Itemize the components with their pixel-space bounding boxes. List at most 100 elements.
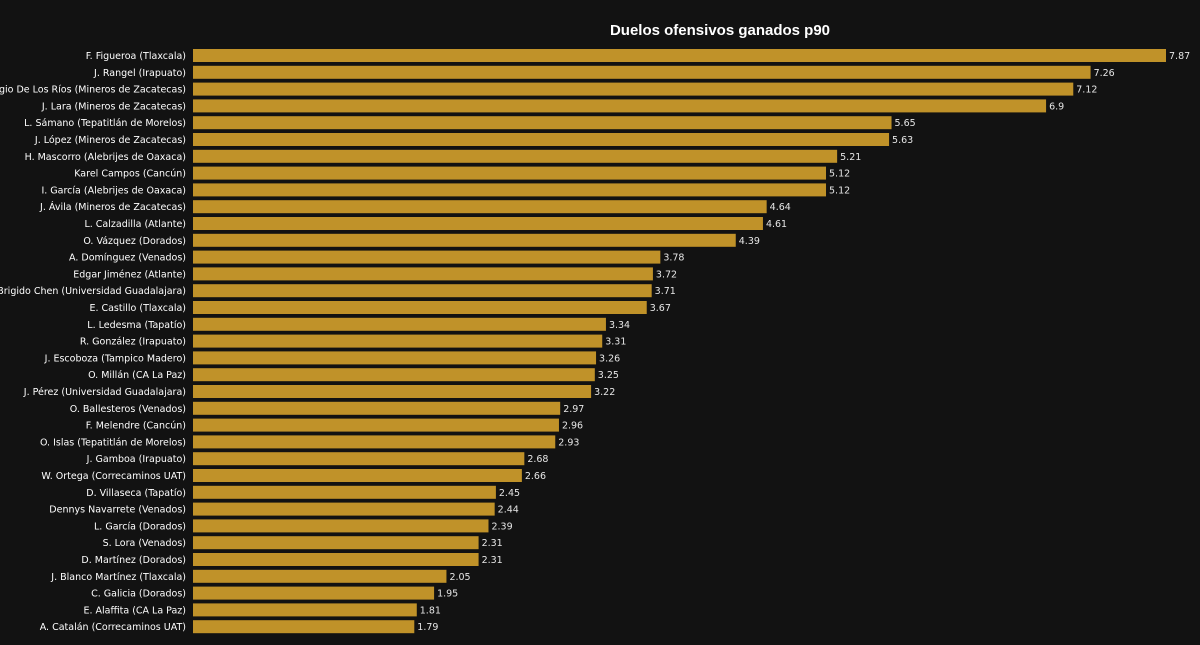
category-label: F. Melendre (Cancún) xyxy=(86,421,186,432)
bar xyxy=(193,149,838,163)
category-label: O. Millán (CA La Paz) xyxy=(88,370,186,381)
bar xyxy=(193,233,736,247)
category-label: H. Mascorro (Alebrijes de Oaxaca) xyxy=(25,152,186,163)
value-label: 3.78 xyxy=(663,253,684,264)
bar xyxy=(193,536,479,550)
bar xyxy=(193,553,479,566)
bar xyxy=(193,586,435,600)
category-label: J. Blanco Martínez (Tlaxcala) xyxy=(50,572,186,583)
value-label: 3.71 xyxy=(655,286,676,297)
value-label: 3.34 xyxy=(609,320,630,331)
bar xyxy=(193,317,606,331)
category-label: J. Ávila (Mineros de Zacatecas) xyxy=(39,201,186,213)
value-label: 7.12 xyxy=(1076,85,1097,96)
bar xyxy=(193,401,561,415)
bar xyxy=(193,435,556,449)
bar xyxy=(193,519,489,533)
value-label: 5.65 xyxy=(895,118,916,129)
bar xyxy=(193,217,763,230)
bar xyxy=(193,452,525,466)
value-label: 3.26 xyxy=(599,353,620,364)
bar xyxy=(193,485,496,499)
value-label: 2.44 xyxy=(498,505,519,516)
category-label: L. Sámano (Tepatitlán de Morelos) xyxy=(24,118,186,129)
value-label: 6.9 xyxy=(1049,101,1064,112)
category-label: A. Catalán (Correcaminos UAT) xyxy=(40,622,186,633)
category-label: W. Ortega (Correcaminos UAT) xyxy=(41,471,186,482)
value-label: 2.45 xyxy=(499,488,520,499)
value-label: 2.97 xyxy=(563,404,584,415)
value-label: 2.93 xyxy=(558,437,579,448)
category-label: Edgar Jiménez (Atlante) xyxy=(73,269,186,280)
value-label: 7.87 xyxy=(1169,51,1190,62)
bar xyxy=(193,82,1074,96)
category-label: L. Ledesma (Tapatío) xyxy=(87,320,186,331)
value-label: 1.81 xyxy=(420,605,441,616)
bar xyxy=(193,620,415,634)
category-label: O. Vázquez (Dorados) xyxy=(83,236,186,247)
bar xyxy=(193,183,827,197)
value-label: 2.68 xyxy=(527,454,548,465)
category-label: L. Calzadilla (Atlante) xyxy=(84,219,186,230)
bar xyxy=(193,99,1047,113)
value-label: 1.95 xyxy=(437,589,458,600)
bar xyxy=(193,418,559,432)
category-label: O. Islas (Tepatitlán de Morelos) xyxy=(40,437,186,448)
category-label: O. Ballesteros (Venados) xyxy=(70,404,186,415)
bar xyxy=(193,166,827,180)
category-label: E. Castillo (Tlaxcala) xyxy=(89,303,186,314)
value-label: 4.39 xyxy=(739,236,760,247)
bar xyxy=(193,200,767,214)
bar xyxy=(193,569,447,583)
category-label: J. López (Mineros de Zacatecas) xyxy=(34,135,186,146)
value-label: 2.96 xyxy=(562,421,583,432)
value-label: 3.72 xyxy=(656,269,677,280)
value-label: 5.12 xyxy=(829,185,850,196)
value-label: 2.39 xyxy=(491,521,512,532)
category-label: R. González (Irapuato) xyxy=(80,337,186,348)
category-label: E. Alaffita (CA La Paz) xyxy=(83,605,186,616)
value-label: 2.05 xyxy=(449,572,470,583)
value-label: 1.79 xyxy=(417,622,438,633)
bar xyxy=(193,301,647,314)
category-label: D. Villaseca (Tapatío) xyxy=(86,488,186,499)
value-label: 4.64 xyxy=(770,202,791,213)
category-label: A. Domínguez (Venados) xyxy=(69,253,186,264)
category-label: C. Galicia (Dorados) xyxy=(91,589,186,600)
bar xyxy=(193,351,597,365)
bar xyxy=(193,133,890,146)
category-label: J. Brigido Chen (Universidad Guadalajara… xyxy=(0,286,186,297)
bar xyxy=(193,284,652,298)
value-label: 5.21 xyxy=(840,152,861,163)
category-label: F. Figueroa (Tlaxcala) xyxy=(86,51,186,62)
value-label: 7.26 xyxy=(1094,68,1115,79)
category-label: D. Martínez (Dorados) xyxy=(81,555,186,566)
bar xyxy=(193,603,417,617)
category-label: Sergio De Los Ríos (Mineros de Zacatecas… xyxy=(0,85,186,96)
category-label: I. García (Alebrijes de Oaxaca) xyxy=(41,185,186,196)
value-label: 2.31 xyxy=(482,555,503,566)
category-label: Karel Campos (Cancún) xyxy=(74,169,186,180)
value-label: 2.31 xyxy=(482,538,503,549)
value-label: 3.22 xyxy=(594,387,615,398)
value-label: 5.63 xyxy=(892,135,913,146)
value-label: 5.12 xyxy=(829,169,850,180)
bar xyxy=(193,385,592,398)
bar xyxy=(193,65,1091,79)
value-label: 3.25 xyxy=(598,370,619,381)
category-label: Dennys Navarrete (Venados) xyxy=(49,505,186,516)
value-label: 3.67 xyxy=(650,303,671,314)
category-label: J. Escoboza (Tampico Madero) xyxy=(44,353,186,364)
bar xyxy=(193,368,595,382)
chart-title: Duelos ofensivos ganados p90 xyxy=(609,22,831,39)
category-label: S. Lora (Venados) xyxy=(103,538,186,549)
bar xyxy=(193,49,1166,62)
category-label: L. García (Dorados) xyxy=(94,521,186,532)
bar xyxy=(193,502,495,516)
value-label: 4.61 xyxy=(766,219,787,230)
category-label: J. Rangel (Irapuato) xyxy=(93,68,186,79)
bar xyxy=(193,334,603,348)
category-label: J. Gamboa (Irapuato) xyxy=(86,454,186,465)
